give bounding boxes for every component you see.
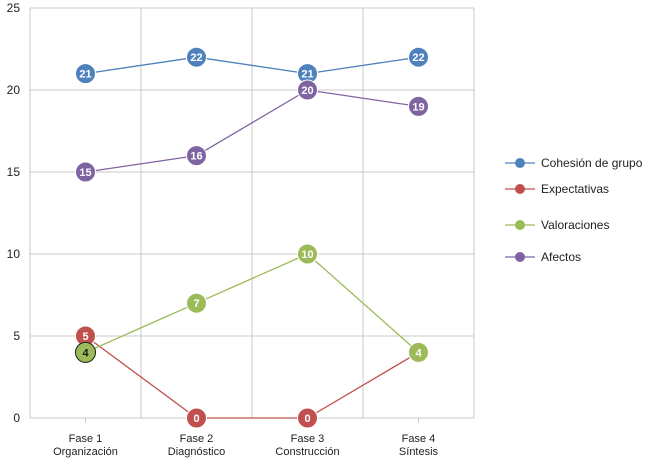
y-axis-tick-labels: 0 5 10 15 20 25 [7, 1, 21, 425]
legend-marker [515, 158, 525, 168]
data-label: 0 [304, 413, 310, 425]
series-line [85, 335, 419, 419]
legend-label: Valoraciones [541, 218, 609, 232]
legend-item: Valoraciones [505, 218, 609, 232]
legend-item: Afectos [505, 250, 581, 264]
y-tick-label: 25 [7, 1, 21, 15]
x-tick-label: Fase 3 Construcción [275, 433, 339, 458]
data-point [297, 79, 318, 101]
grid-lines [29, 7, 475, 423]
data-point [297, 407, 318, 429]
y-tick-label: 10 [7, 247, 21, 261]
data-label: 0 [193, 413, 199, 425]
data-label: 10 [301, 249, 313, 261]
data-label: 21 [301, 69, 313, 81]
series-line [85, 253, 419, 353]
legend: Cohesión de grupo Expectativas Valoracione… [505, 156, 643, 264]
series-cohesión-de-grupo: 21 22 21 22 [75, 46, 429, 85]
data-label: 4 [415, 347, 422, 359]
series-line [85, 89, 419, 173]
x-tick-label: Fase 1 Organización [53, 433, 118, 458]
data-label: 7 [193, 298, 199, 310]
series-line [85, 56, 419, 75]
data-point [408, 95, 429, 117]
legend-marker [515, 252, 525, 262]
x-tick-label: Fase 4 Síntesis [399, 433, 439, 458]
legend-label: Expectativas [541, 182, 609, 196]
series-afectos: 15 16 20 19 [75, 79, 429, 183]
data-point [186, 46, 207, 68]
y-tick-label: 5 [13, 329, 20, 343]
y-tick-label: 0 [13, 411, 20, 425]
series-expectativas: 5 0 0 4 [75, 325, 429, 429]
data-label: 5 [82, 331, 88, 343]
legend-item: Expectativas [505, 182, 609, 196]
data-label: 15 [79, 167, 91, 179]
legend-label: Cohesión de grupo [541, 156, 643, 170]
data-label: 22 [412, 52, 424, 64]
data-label: 19 [412, 101, 424, 113]
x-axis-tick-labels: Fase 1 Organización Fase 2 Diagnóstico Fase … [53, 433, 438, 458]
y-tick-label: 20 [7, 83, 21, 97]
legend-marker [515, 220, 525, 230]
legend-marker [515, 184, 525, 194]
legend-item: Cohesión de grupo [505, 156, 643, 170]
data-label: 16 [190, 151, 202, 163]
legend-label: Afectos [541, 250, 581, 264]
data-point [408, 341, 429, 363]
data-point [75, 161, 96, 183]
data-point [408, 46, 429, 68]
x-tick-label: Fase 2 Diagnóstico [168, 433, 225, 458]
data-point [186, 407, 207, 429]
data-label: 21 [79, 69, 91, 81]
data-label: 4 [82, 347, 89, 359]
data-point [186, 145, 207, 167]
data-point [186, 292, 207, 314]
data-point [75, 341, 96, 363]
data-point [297, 243, 318, 265]
data-label: 22 [190, 52, 202, 64]
y-tick-label: 15 [7, 165, 21, 179]
data-point [75, 63, 96, 85]
series-lines: 21222122500447104151620194 [75, 46, 429, 429]
data-label: 20 [301, 85, 313, 97]
